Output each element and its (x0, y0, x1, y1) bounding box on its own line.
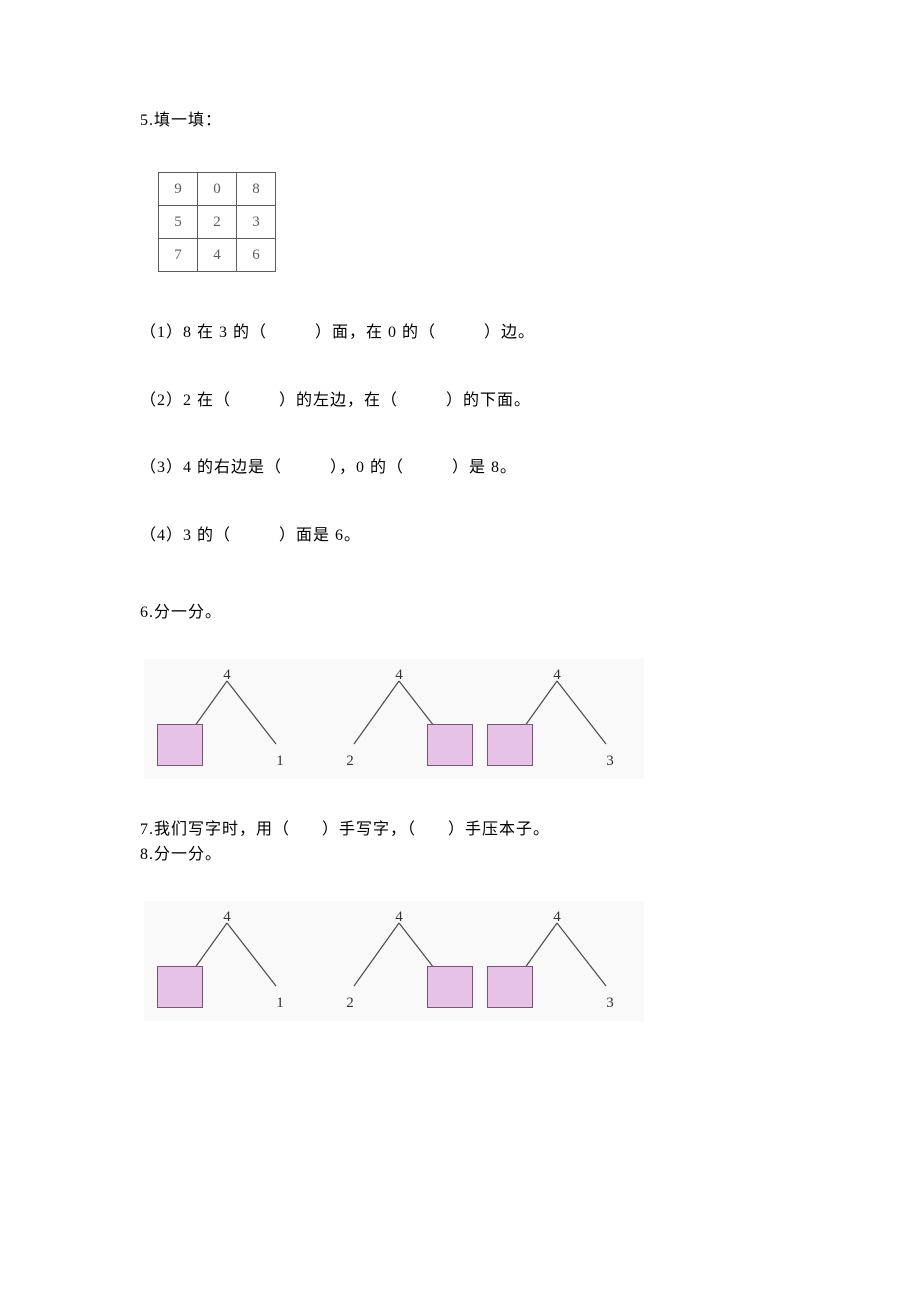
bond-part: 2 (340, 993, 360, 1014)
grid-cell: 4 (198, 239, 237, 272)
grid-cell: 6 (237, 239, 276, 272)
q5-title: 5.填一填： (140, 110, 780, 132)
q8-diagram: 414243 (144, 901, 644, 1021)
bond-top: 4 (547, 665, 567, 686)
text: ）面，在 0 的（ (315, 324, 436, 341)
text: （1）8 在 3 的（ (140, 324, 267, 341)
text: ）的左边，在（ (279, 392, 398, 409)
text: （3）4 的右边是（ (140, 459, 282, 476)
q6-title: 6.分一分。 (140, 602, 780, 624)
grid-cell: 8 (237, 173, 276, 206)
bond-top: 4 (389, 665, 409, 686)
number-bond: 42 (326, 901, 486, 1021)
grid-cell: 2 (198, 206, 237, 239)
text: ）的下面。 (446, 392, 531, 409)
q5-line-3: （3）4 的右边是（ ），0 的（ ）是 8。 (140, 457, 780, 479)
q5-line-1: （1）8 在 3 的（ ）面，在 0 的（ ）边。 (140, 322, 780, 344)
worksheet-page: 5.填一填： 908523746 （1）8 在 3 的（）面，在 0 的（）边。… (0, 0, 920, 1121)
bond-part: 2 (340, 751, 360, 772)
grid-cell: 9 (159, 173, 198, 206)
q6-diagram: 414243 (144, 659, 644, 779)
q8-title: 8.分一分。 (140, 844, 780, 866)
text: ）边。 (484, 324, 535, 341)
grid-cell: 0 (198, 173, 237, 206)
q5-line-4: （4）3 的（ ）面是 6。 (140, 525, 780, 547)
text: ）手压本子。 (448, 821, 550, 838)
answer-box[interactable] (487, 966, 533, 1008)
answer-box[interactable] (157, 966, 203, 1008)
q5-line-2: （2）2 在（ ）的左边，在（ ）的下面。 (140, 390, 780, 412)
bond-part: 3 (600, 751, 620, 772)
text: ），0 的（ (330, 459, 404, 476)
text: ）是 8。 (452, 459, 517, 476)
bond-top: 4 (547, 907, 567, 928)
text: （4）3 的（ (140, 527, 231, 544)
number-bond: 43 (484, 659, 644, 779)
bond-part: 1 (270, 993, 290, 1014)
number-bond: 41 (154, 901, 314, 1021)
grid-cell: 5 (159, 206, 198, 239)
bond-top: 4 (389, 907, 409, 928)
answer-box[interactable] (427, 966, 473, 1008)
number-bond: 42 (326, 659, 486, 779)
answer-box[interactable] (427, 724, 473, 766)
text: （2）2 在（ (140, 392, 231, 409)
bond-top: 4 (217, 665, 237, 686)
answer-box[interactable] (487, 724, 533, 766)
bond-top: 4 (217, 907, 237, 928)
number-bond: 41 (154, 659, 314, 779)
q7-line: 7.我们写字时，用（ ）手写字，（ ）手压本子。 (140, 819, 780, 841)
grid-cell: 7 (159, 239, 198, 272)
bond-part: 1 (270, 751, 290, 772)
answer-box[interactable] (157, 724, 203, 766)
q5-grid: 908 523 746 (158, 172, 276, 272)
text: 7.我们写字时，用（ (140, 821, 290, 838)
grid-cell: 3 (237, 206, 276, 239)
bond-part: 3 (600, 993, 620, 1014)
text: ）手写字，（ (322, 821, 416, 838)
text: ）面是 6。 (279, 527, 361, 544)
number-bond: 43 (484, 901, 644, 1021)
